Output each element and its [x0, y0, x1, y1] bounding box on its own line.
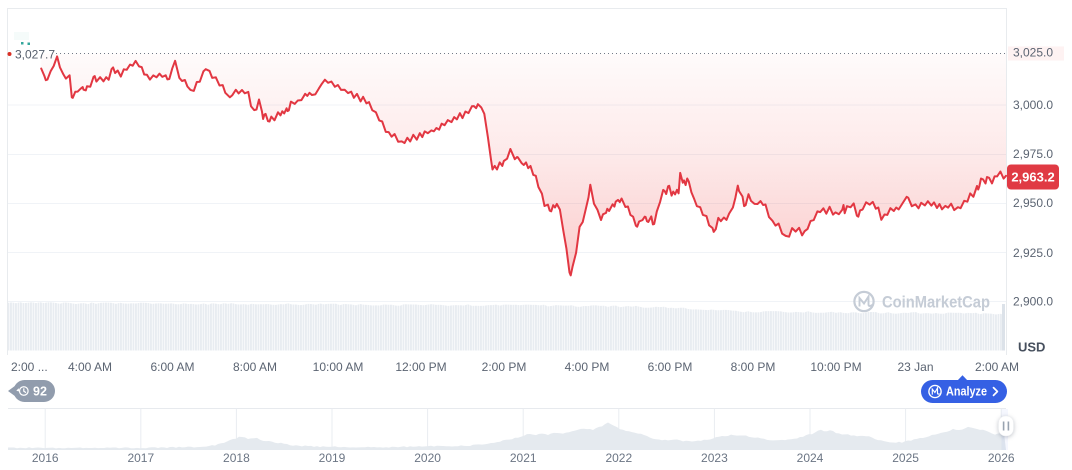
svg-text:6:00 PM: 6:00 PM [648, 360, 693, 374]
svg-text:10:00 AM: 10:00 AM [313, 360, 364, 374]
svg-text:2017: 2017 [127, 451, 154, 465]
svg-text:3,000.0: 3,000.0 [1013, 98, 1053, 112]
svg-text:3,025.0: 3,025.0 [1013, 46, 1053, 60]
svg-text:2022: 2022 [605, 451, 632, 465]
svg-text:2025: 2025 [892, 451, 919, 465]
svg-text:USD: USD [1018, 340, 1045, 355]
svg-text:2020: 2020 [414, 451, 441, 465]
svg-text:2018: 2018 [223, 451, 250, 465]
svg-text:8:00 AM: 8:00 AM [233, 360, 277, 374]
svg-text:23 Jan: 23 Jan [897, 360, 933, 374]
svg-text:6:00 AM: 6:00 AM [150, 360, 194, 374]
svg-text:2023: 2023 [701, 451, 728, 465]
svg-text:2,950.0: 2,950.0 [1013, 196, 1053, 210]
svg-text:CoinMarketCap: CoinMarketCap [882, 294, 990, 312]
svg-text:2024: 2024 [797, 451, 824, 465]
svg-text:2,975.0: 2,975.0 [1013, 147, 1053, 161]
svg-text:2,925.0: 2,925.0 [1013, 246, 1053, 260]
svg-text:2:00 PM: 2:00 PM [482, 360, 527, 374]
svg-text:92: 92 [33, 385, 47, 399]
svg-text:2:00 ...: 2:00 ... [11, 360, 48, 374]
svg-text:12:00 PM: 12:00 PM [395, 360, 446, 374]
svg-text:2019: 2019 [319, 451, 346, 465]
svg-text:2,963.2: 2,963.2 [1011, 170, 1054, 185]
svg-text:2,900.0: 2,900.0 [1013, 294, 1053, 308]
svg-text:4:00 PM: 4:00 PM [565, 360, 610, 374]
svg-text:2026: 2026 [988, 451, 1015, 465]
svg-text:Analyze: Analyze [946, 385, 987, 399]
svg-text:4:00 AM: 4:00 AM [68, 360, 112, 374]
svg-text:3,027.7: 3,027.7 [15, 48, 55, 62]
svg-text:2021: 2021 [510, 451, 537, 465]
svg-text:10:00 PM: 10:00 PM [810, 360, 861, 374]
svg-text:8:00 PM: 8:00 PM [731, 360, 776, 374]
svg-text:2016: 2016 [32, 451, 59, 465]
svg-text:2:00 AM: 2:00 AM [975, 360, 1019, 374]
